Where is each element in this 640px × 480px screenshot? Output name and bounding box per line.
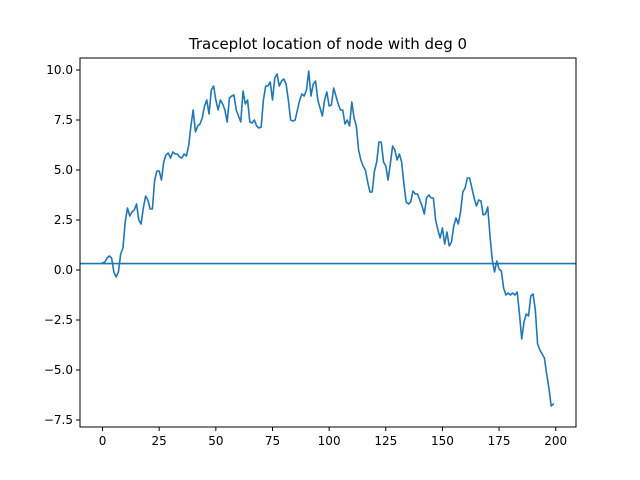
chart-title: Traceplot location of node with deg 0: [188, 35, 467, 53]
y-tick-label: −7.5: [44, 413, 73, 427]
x-tick-label: 0: [99, 434, 107, 448]
plot-area: [80, 70, 576, 407]
x-axis: 0 25 50 75 100 125 150 175 200: [99, 427, 567, 448]
y-tick-label: 7.5: [54, 113, 73, 127]
x-tick-label: 75: [265, 434, 280, 448]
x-tick-label: 50: [208, 434, 223, 448]
y-tick-label: −5.0: [44, 363, 73, 377]
x-tick-label: 150: [431, 434, 454, 448]
x-tick-label: 100: [318, 434, 341, 448]
y-tick-label: 0.0: [54, 263, 73, 277]
axes-frame: [79, 57, 577, 428]
y-axis: −7.5 −5.0 −2.5 0.0 2.5 5.0 7.5 10.0: [44, 63, 80, 427]
y-tick-label: 10.0: [46, 63, 73, 77]
y-tick-label: 5.0: [54, 163, 73, 177]
trace-series-line-0: [101, 70, 555, 407]
y-tick-label: 2.5: [54, 213, 73, 227]
y-tick-label: −2.5: [44, 313, 73, 327]
x-tick-label: 175: [488, 434, 511, 448]
x-tick-label: 125: [374, 434, 397, 448]
x-tick-label: 200: [544, 434, 567, 448]
x-tick-label: 25: [152, 434, 167, 448]
